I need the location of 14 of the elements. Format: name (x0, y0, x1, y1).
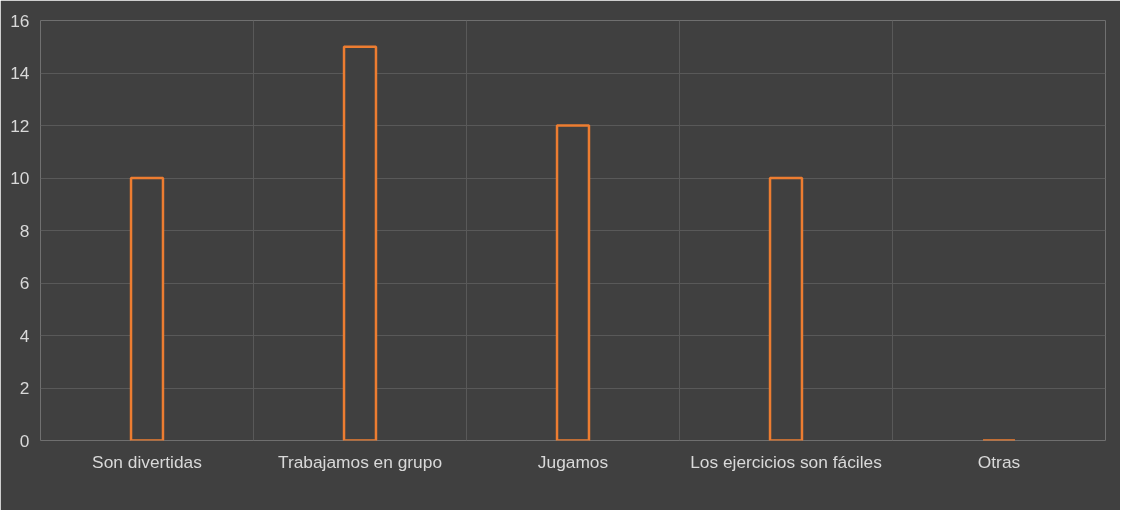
x-tick-label: Son divertidas (92, 451, 203, 472)
y-tick-label: 12 (10, 115, 30, 136)
y-tick-label: 4 (19, 325, 30, 346)
x-tick-label: Los ejercicios son fáciles (690, 451, 883, 472)
y-tick-label: 14 (10, 63, 30, 83)
y-tick-label: 8 (19, 220, 30, 241)
y-tick-label: 2 (19, 378, 30, 398)
y-tick-label: 0 (19, 430, 30, 451)
x-tick-label: Trabajamos en grupo (277, 451, 443, 472)
x-tick-label: Otras (977, 451, 1021, 472)
y-tick-label: 16 (10, 10, 30, 31)
y-tick-label: 6 (19, 273, 30, 293)
x-tick-label: Jugamos (537, 451, 609, 472)
y-tick-label: 10 (10, 168, 30, 188)
